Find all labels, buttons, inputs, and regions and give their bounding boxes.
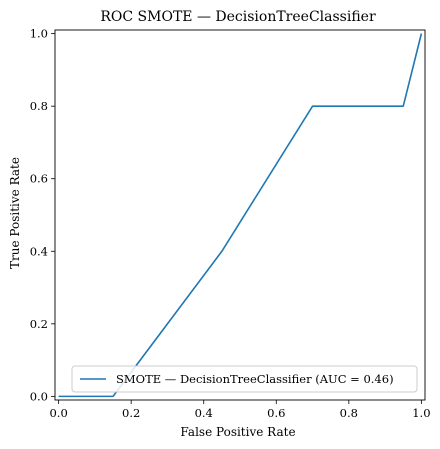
axes-frame xyxy=(54,29,426,401)
y-tick-label: 0.6 xyxy=(30,172,48,186)
legend-box xyxy=(71,365,418,393)
x-tick-label: 0.0 xyxy=(49,406,67,420)
x-tick-label: 1.0 xyxy=(412,406,430,420)
x-tick-label: 0.2 xyxy=(122,406,140,420)
y-tick-label: 0.4 xyxy=(30,244,48,258)
x-axis-label: False Positive Rate xyxy=(180,425,295,439)
y-tick-label: 0.8 xyxy=(30,99,48,113)
legend-entry-label: SMOTE — DecisionTreeClassifier (AUC = 0.… xyxy=(116,372,394,386)
x-tick-label: 0.8 xyxy=(340,406,358,420)
y-tick-label: 0.0 xyxy=(30,389,48,403)
x-tick-label: 0.4 xyxy=(195,406,213,420)
legend: SMOTE — DecisionTreeClassifier (AUC = 0.… xyxy=(71,365,418,393)
y-tick-label: 1.0 xyxy=(30,27,48,41)
y-axis-label: True Positive Rate xyxy=(8,157,22,269)
plot-area: 0.0 0.2 0.4 0.6 0.8 1.0 0.0 0.2 0.4 0.6 0.8 1.0 xyxy=(30,27,431,420)
roc-curve-0 xyxy=(58,33,423,398)
chart-title: ROC SMOTE — DecisionTreeClassifier xyxy=(100,9,376,25)
x-tick-label: 0.6 xyxy=(267,406,285,420)
y-tick-label: 0.2 xyxy=(30,317,48,331)
